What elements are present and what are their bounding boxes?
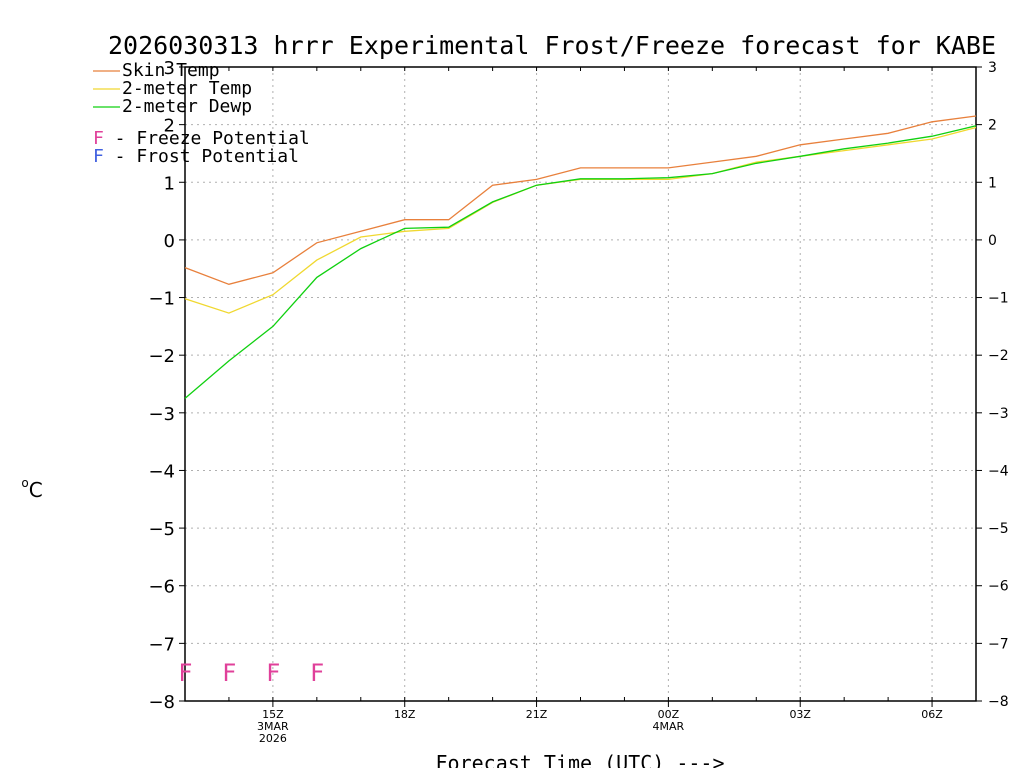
x-tick-label: 2026	[259, 732, 287, 745]
axis-ticks: 3 3 2 2 1 1 0 0 −1 −1 −2 −2 −3 −3 −4 −4 −5 −5 −6 −6 −7 −7 −8 −8…	[148, 58, 1008, 745]
series-line-2-meter-dewp	[184, 125, 977, 399]
y-tick-label-right: −5	[988, 521, 1009, 537]
y-axis-label: oC	[21, 476, 42, 502]
x-tick-label: 15Z	[262, 708, 284, 721]
y-tick-label-left: −6	[148, 577, 175, 598]
y-tick-label-left: 3	[164, 58, 175, 79]
series-lines	[184, 115, 977, 399]
y-tick-label-left: −2	[148, 346, 175, 367]
freeze-potential-marker: F	[223, 659, 237, 687]
legend-label: 2-meter Dewp	[122, 96, 252, 117]
x-tick-label: 06Z	[921, 708, 943, 721]
y-tick-label-left: −1	[148, 289, 175, 310]
legend-label: Skin Temp	[122, 60, 220, 81]
freeze-potential-marker: F	[266, 659, 280, 687]
y-tick-label-right: −3	[988, 406, 1009, 422]
x-tick-label: 03Z	[789, 708, 811, 721]
potential-legend-item: F - Freeze Potential	[93, 128, 310, 149]
x-tick-label: 18Z	[394, 708, 416, 721]
x-tick-label: 3MAR	[257, 720, 289, 733]
y-axis-unit-degree: o	[21, 476, 28, 490]
x-tick-label: 00Z	[658, 708, 680, 721]
y-tick-label-left: −7	[148, 634, 175, 655]
y-tick-label-right: 3	[988, 60, 997, 76]
y-tick-label-left: −4	[148, 461, 175, 482]
chart-title: 2026030313 hrrr Experimental Frost/Freez…	[108, 31, 996, 60]
y-tick-label-right: 2	[988, 118, 997, 134]
potential-legend-label: - Freeze Potential	[104, 128, 310, 149]
potential-legend-letter: F	[93, 128, 104, 149]
y-tick-label-right: −8	[988, 694, 1009, 710]
y-tick-label-left: −3	[148, 404, 175, 425]
y-tick-label-right: −6	[988, 579, 1009, 595]
potential-legend-letter: F	[93, 146, 104, 167]
legend-label: 2-meter Temp	[122, 78, 252, 99]
series-line-skin-temp	[184, 115, 977, 285]
x-tick-label: 21Z	[526, 708, 548, 721]
freeze-potential-marker: F	[179, 659, 193, 687]
x-axis-label: Forecast Time (UTC) --->	[436, 751, 725, 768]
x-tick-label: 4MAR	[653, 720, 685, 733]
y-tick-label-right: −4	[988, 463, 1009, 479]
y-tick-label-left: 1	[164, 173, 175, 194]
y-axis-unit-letter: C	[29, 478, 43, 502]
potential-legend-item: F - Frost Potential	[93, 146, 299, 167]
y-tick-label-right: 1	[988, 175, 997, 191]
grid-lines	[185, 67, 976, 701]
y-tick-label-left: −5	[148, 519, 175, 540]
y-tick-label-left: −8	[148, 692, 175, 713]
y-tick-label-left: 2	[164, 116, 175, 137]
y-tick-label-right: −2	[988, 348, 1009, 364]
y-tick-label-right: −1	[988, 291, 1009, 307]
y-tick-label-left: 0	[164, 231, 175, 252]
y-tick-label-right: 0	[988, 233, 997, 249]
y-tick-label-right: −7	[988, 636, 1009, 652]
freeze-potential-marker: F	[310, 659, 324, 687]
potential-legend-label: - Frost Potential	[104, 146, 299, 167]
